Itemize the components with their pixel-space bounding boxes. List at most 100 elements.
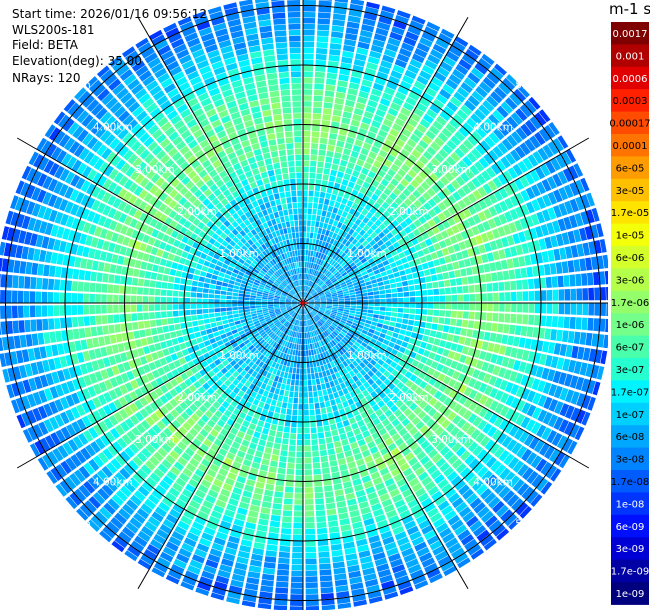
range-gate <box>158 266 165 274</box>
range-gate <box>545 315 553 327</box>
range-gate <box>458 126 470 138</box>
range-gate <box>314 284 319 290</box>
range-gate <box>338 74 349 82</box>
range-gate <box>392 332 399 339</box>
range-gate <box>303 107 312 113</box>
range-gate <box>506 235 515 246</box>
range-gate <box>350 0 365 6</box>
range-gate <box>65 317 73 328</box>
range-gate <box>363 12 378 21</box>
range-gate <box>385 43 399 53</box>
range-gate <box>504 97 518 110</box>
range-gate <box>333 7 347 15</box>
range-gate <box>55 330 63 342</box>
range-gate <box>353 284 360 289</box>
range-gate <box>273 605 288 610</box>
range-gate <box>308 301 315 303</box>
range-gate <box>534 290 541 301</box>
range-gate <box>588 241 596 255</box>
range-gate <box>175 270 182 277</box>
range-gate <box>579 332 587 345</box>
range-gate <box>352 145 362 153</box>
range-gate <box>365 156 375 165</box>
range-gate <box>338 229 344 236</box>
range-gate <box>386 298 392 303</box>
range-gate <box>360 257 368 264</box>
range-gate <box>314 301 321 303</box>
range-gate <box>516 314 523 324</box>
range-gate <box>271 399 277 406</box>
range-gate <box>442 106 455 117</box>
range-gate <box>569 182 580 196</box>
range-gate <box>202 288 209 293</box>
range-gate <box>422 113 434 124</box>
range-gate <box>498 313 505 323</box>
range-gate <box>249 303 256 306</box>
range-gate <box>381 92 393 101</box>
range-gate <box>410 303 416 308</box>
range-gate <box>314 77 325 84</box>
range-gate <box>529 135 541 149</box>
range-gate <box>192 274 200 281</box>
range-gate <box>430 141 441 152</box>
range-gate <box>335 397 342 405</box>
range-gate <box>366 236 373 243</box>
range-gate <box>347 284 354 288</box>
range-gate <box>322 389 328 396</box>
range-gate <box>524 138 536 152</box>
range-gate <box>202 308 209 314</box>
range-gate <box>344 300 351 303</box>
range-gate <box>591 256 599 270</box>
range-gate <box>520 123 533 137</box>
range-gate <box>426 282 433 289</box>
range-gate <box>451 310 457 318</box>
range-gate <box>305 350 309 356</box>
range-gate <box>344 307 350 310</box>
range-gate <box>109 264 117 274</box>
range-gate <box>341 245 348 252</box>
range-gate <box>308 300 315 302</box>
range-gate <box>433 303 440 309</box>
range-gate <box>206 345 213 352</box>
range-gate <box>287 373 292 379</box>
range-gate <box>389 31 403 41</box>
range-gate <box>310 262 314 269</box>
range-gate <box>334 271 340 277</box>
range-gate <box>119 295 125 303</box>
range-gate <box>77 293 84 303</box>
range-gate <box>143 287 149 295</box>
range-gate <box>442 56 456 67</box>
range-gate <box>416 264 423 272</box>
range-gate <box>433 338 441 346</box>
range-gate <box>600 303 606 316</box>
range-gate <box>351 223 358 231</box>
range-gate <box>394 117 406 127</box>
range-gate <box>178 304 185 310</box>
range-gate <box>506 74 519 87</box>
range-gate <box>312 119 321 126</box>
range-gate <box>438 317 445 324</box>
range-gate <box>331 429 339 437</box>
range-gate <box>441 332 448 340</box>
range-gate <box>387 257 395 264</box>
range-gate <box>460 268 467 277</box>
range-gate <box>419 37 433 48</box>
range-gate <box>397 313 404 318</box>
range-gate <box>346 93 357 102</box>
range-gate <box>194 331 202 338</box>
range-gate <box>401 42 415 52</box>
range-gate <box>24 319 31 333</box>
range-gate <box>497 173 508 186</box>
range-gate <box>358 35 372 44</box>
range-gate <box>311 220 316 227</box>
range-gate <box>420 181 430 191</box>
range-gate <box>574 179 585 194</box>
range-gate <box>319 575 333 582</box>
range-gate <box>567 331 575 344</box>
range-gate <box>544 236 553 249</box>
range-gate <box>466 152 477 163</box>
range-gate <box>553 189 563 203</box>
range-gate <box>374 299 380 303</box>
range-gate <box>425 322 432 329</box>
range-gate <box>315 53 327 61</box>
